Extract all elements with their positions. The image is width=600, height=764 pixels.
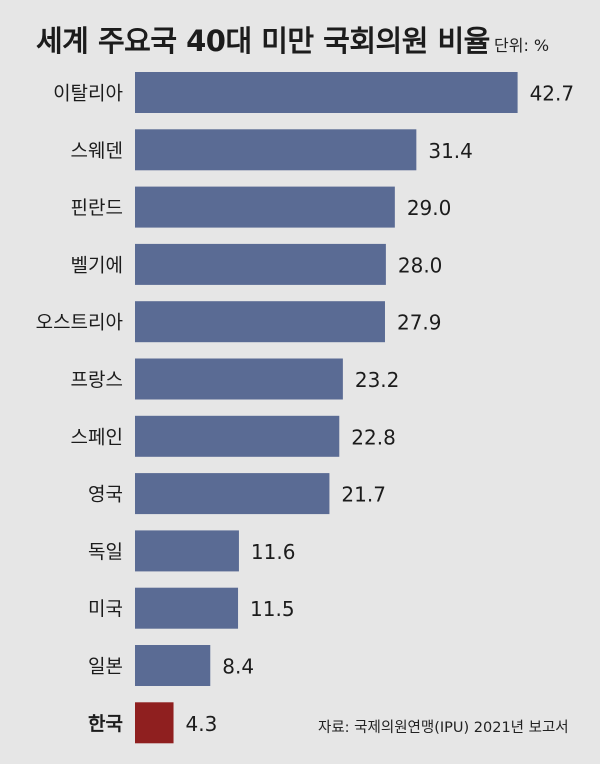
bar [135, 530, 239, 572]
category-label: 핀란드 [71, 197, 123, 219]
bar [135, 186, 395, 228]
category-label: 오스트리아 [36, 312, 123, 334]
bar-row: 이탈리아 42.7 [53, 72, 574, 113]
bar [135, 702, 174, 744]
value-label: 8.4 [222, 655, 254, 679]
bar-row: 독일 11.6 [88, 530, 296, 572]
value-label: 27.9 [397, 311, 442, 335]
bar-row: 일본 8.4 [88, 645, 254, 686]
bar [135, 358, 343, 400]
category-label: 일본 [88, 656, 123, 678]
bar-row: 스웨덴 31.4 [71, 129, 473, 171]
bar-row: 핀란드 29.0 [71, 186, 452, 228]
unit-label: 단위: % [494, 36, 550, 55]
bar-row: 미국 11.5 [88, 587, 295, 629]
value-label: 4.3 [186, 712, 218, 736]
category-label: 영국 [88, 484, 123, 506]
value-label: 22.8 [351, 425, 396, 449]
value-label: 42.7 [530, 82, 575, 106]
bar [135, 415, 340, 457]
bar [135, 72, 518, 113]
bar-row: 영국 21.7 [88, 473, 386, 515]
bar [135, 243, 386, 285]
bar [135, 301, 385, 343]
bar [135, 587, 239, 629]
category-label: 한국 [88, 713, 123, 735]
value-label: 29.0 [407, 196, 452, 220]
value-label: 11.6 [251, 540, 296, 564]
source-note: 자료: 국제의원연맹(IPU) 2021년 보고서 [318, 720, 569, 736]
category-label: 독일 [88, 541, 123, 563]
value-label: 11.5 [250, 597, 295, 621]
bar-row: 벨기에 28.0 [71, 243, 443, 285]
value-label: 21.7 [341, 483, 386, 507]
category-label: 이탈리아 [53, 83, 123, 105]
category-label: 미국 [88, 598, 123, 620]
bar [135, 473, 330, 515]
category-label: 벨기에 [71, 254, 123, 276]
bar [135, 645, 211, 686]
value-label: 28.0 [398, 253, 443, 277]
category-label: 스페인 [71, 426, 123, 448]
value-label: 31.4 [428, 139, 473, 163]
chart-title: 세계 주요국 40대 미만 국회의원 비율 [36, 24, 490, 58]
category-label: 스웨덴 [71, 140, 123, 162]
bar-row: 오스트리아 27.9 [36, 301, 442, 343]
bar-row: 프랑스 23.2 [71, 358, 400, 400]
bar [135, 129, 417, 171]
category-label: 프랑스 [71, 369, 123, 391]
bar-row: 스페인 22.8 [71, 415, 396, 457]
value-label: 23.2 [355, 368, 400, 392]
bar-row: 한국 4.3 [88, 702, 218, 744]
